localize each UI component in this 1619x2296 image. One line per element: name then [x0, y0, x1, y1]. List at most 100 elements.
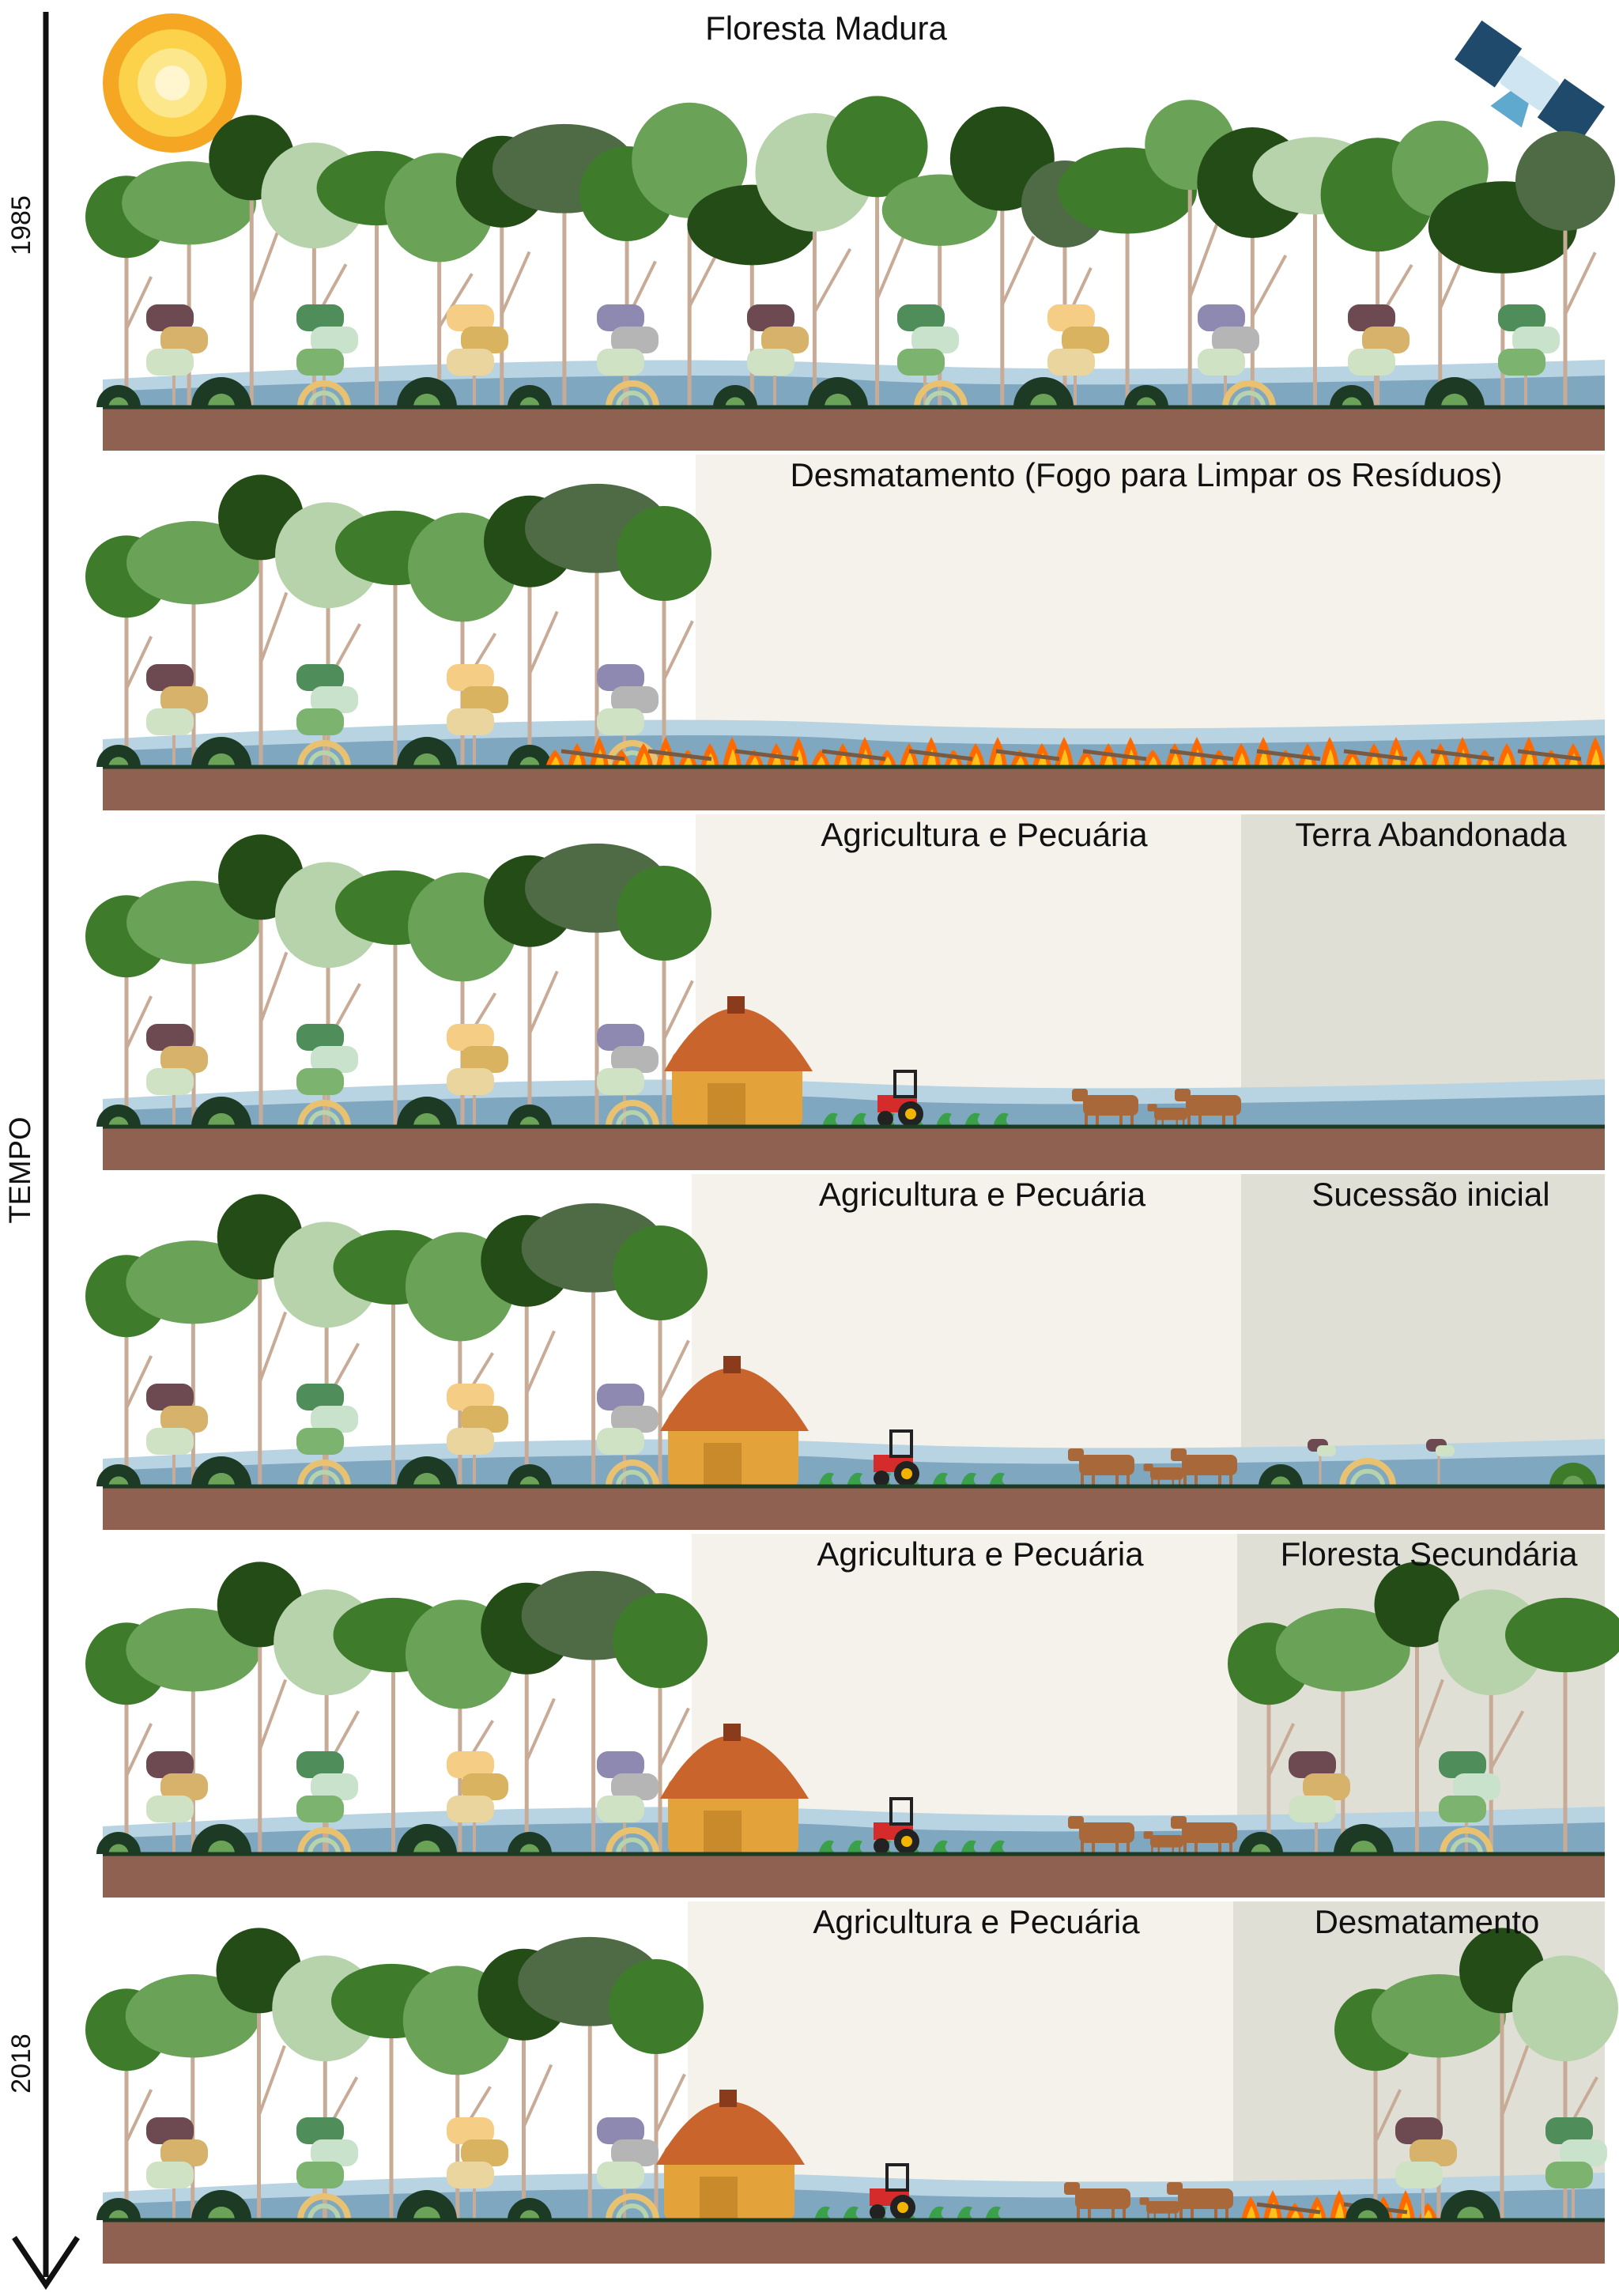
cattle-icon: [1167, 2182, 1233, 2220]
tree-branch: [257, 2045, 286, 2117]
year-end-label: 2018: [6, 2034, 36, 2094]
ground-bush: [397, 377, 457, 407]
ground-bush-inner: [1440, 393, 1469, 407]
tree-branch: [1564, 251, 1597, 315]
plant-leaf: [1395, 2162, 1443, 2188]
ground-plant-ring: [297, 1100, 351, 1127]
hut-door: [700, 2177, 738, 2220]
tree: [613, 1593, 708, 1854]
crop-plant: [989, 1840, 1008, 1854]
plant-leaf: [1198, 349, 1245, 376]
ground-plant-ring: [297, 1827, 351, 1855]
ground-plant-ring-inner: [616, 1110, 649, 1127]
tree: [609, 1959, 704, 2220]
burning-log: [821, 749, 886, 761]
plant-leaf: [461, 1406, 508, 1433]
scene-panel-2: Desmatamento (Fogo para Limpar os Resídu…: [85, 455, 1605, 810]
panel-title: Floresta Madura: [705, 9, 947, 47]
ground-bush-inner: [1270, 1476, 1291, 1486]
plant-leaf: [311, 686, 358, 713]
fire-flame-core: [749, 756, 759, 767]
plant-leaf: [447, 708, 494, 735]
cattle-head: [1072, 1089, 1088, 1101]
farm-hut: [656, 2090, 805, 2220]
crop-plant: [851, 1112, 870, 1127]
crop-plant: [822, 1112, 841, 1127]
panel-title-left: Agricultura e Pecuária: [813, 1903, 1140, 1940]
fire-flame-core: [1325, 749, 1334, 767]
farm-hut: [660, 1724, 809, 1854]
ground-bush: [1440, 2190, 1500, 2220]
tree-branch: [659, 1707, 690, 1768]
understory-plant: [447, 1024, 508, 1127]
ground-plant-ring-inner: [308, 750, 341, 768]
tree-branch: [1500, 2045, 1530, 2117]
tree-branch: [525, 1330, 556, 1394]
fire-flame-core: [1170, 753, 1179, 767]
plant-leaf: [611, 686, 659, 713]
plant-leaf: [1348, 349, 1395, 376]
ground-plant-ring: [1339, 1458, 1396, 1487]
tree-crown: [1275, 1608, 1410, 1692]
understory-plant: [447, 1384, 508, 1486]
timeline-arrow-head: [12, 2236, 80, 2290]
ground-bush-inner: [108, 397, 129, 407]
cattle-body: [1150, 1467, 1183, 1480]
ground-bush-inner: [519, 1476, 540, 1486]
cattle-head: [1068, 1448, 1084, 1461]
burning-log: [1430, 749, 1495, 761]
tree-branch: [1267, 1723, 1296, 1777]
tree-branch: [659, 1339, 690, 1400]
plant-leaf: [897, 304, 945, 331]
plant-leaf: [461, 1046, 508, 1073]
cattle-body: [1150, 1835, 1183, 1848]
burning-log: [734, 749, 799, 761]
ground-bush: [713, 385, 757, 407]
ground-bush: [1013, 377, 1074, 407]
plant-leaf: [296, 349, 344, 376]
soil-layer: [103, 407, 1605, 451]
hut-roof: [660, 1368, 809, 1431]
understory-plant: [146, 1024, 208, 1127]
plant-leaf: [146, 2117, 194, 2144]
plant-leaf: [461, 1773, 508, 1800]
year-start-label: 1985: [6, 195, 36, 255]
ground-bush-inner: [413, 753, 441, 767]
fire-flame-core: [727, 749, 737, 767]
tree-branch: [655, 2073, 686, 2134]
timeline-axis: 1985 TEMPO 2018: [4, 12, 80, 2290]
cattle-head: [1175, 1089, 1191, 1101]
burning-log: [995, 749, 1060, 761]
tree-branch: [125, 1723, 153, 1777]
ground-bush-inner: [207, 753, 236, 767]
fire-flame-core: [1423, 2209, 1432, 2220]
crop-plant: [847, 1472, 866, 1486]
understory-plant: [1348, 304, 1410, 407]
plant-leaf: [597, 708, 644, 735]
cattle-body: [1079, 1455, 1134, 1475]
ground-bush: [1124, 385, 1168, 407]
farm-hut: [664, 996, 813, 1127]
tree-branch: [525, 1697, 556, 1762]
plant-leaf: [160, 1773, 208, 1800]
tree-crown: [609, 1959, 704, 2054]
tree-crown: [613, 1225, 708, 1320]
cattle-head: [1143, 1463, 1153, 1471]
hut-roof: [660, 1735, 809, 1799]
plant-leaf: [597, 304, 644, 331]
ground-bush: [96, 1105, 141, 1127]
crop-plant: [989, 1472, 1008, 1486]
tree: [613, 1225, 708, 1486]
hut-door: [708, 1083, 745, 1127]
cattle-head: [1139, 2197, 1149, 2205]
fire-flame-core: [1081, 756, 1091, 767]
panel-title-right: Terra Abandonada: [1295, 816, 1567, 853]
cattle-head: [1167, 2182, 1183, 2195]
hut-window: [723, 1724, 741, 1741]
tractor-cab: [889, 1429, 913, 1458]
cattle-icon: [1068, 1448, 1134, 1486]
hut-roof: [664, 1008, 813, 1071]
plant-leaf: [296, 1024, 344, 1051]
ground-bush-inner: [108, 1844, 129, 1854]
tree-branch: [258, 1679, 288, 1750]
